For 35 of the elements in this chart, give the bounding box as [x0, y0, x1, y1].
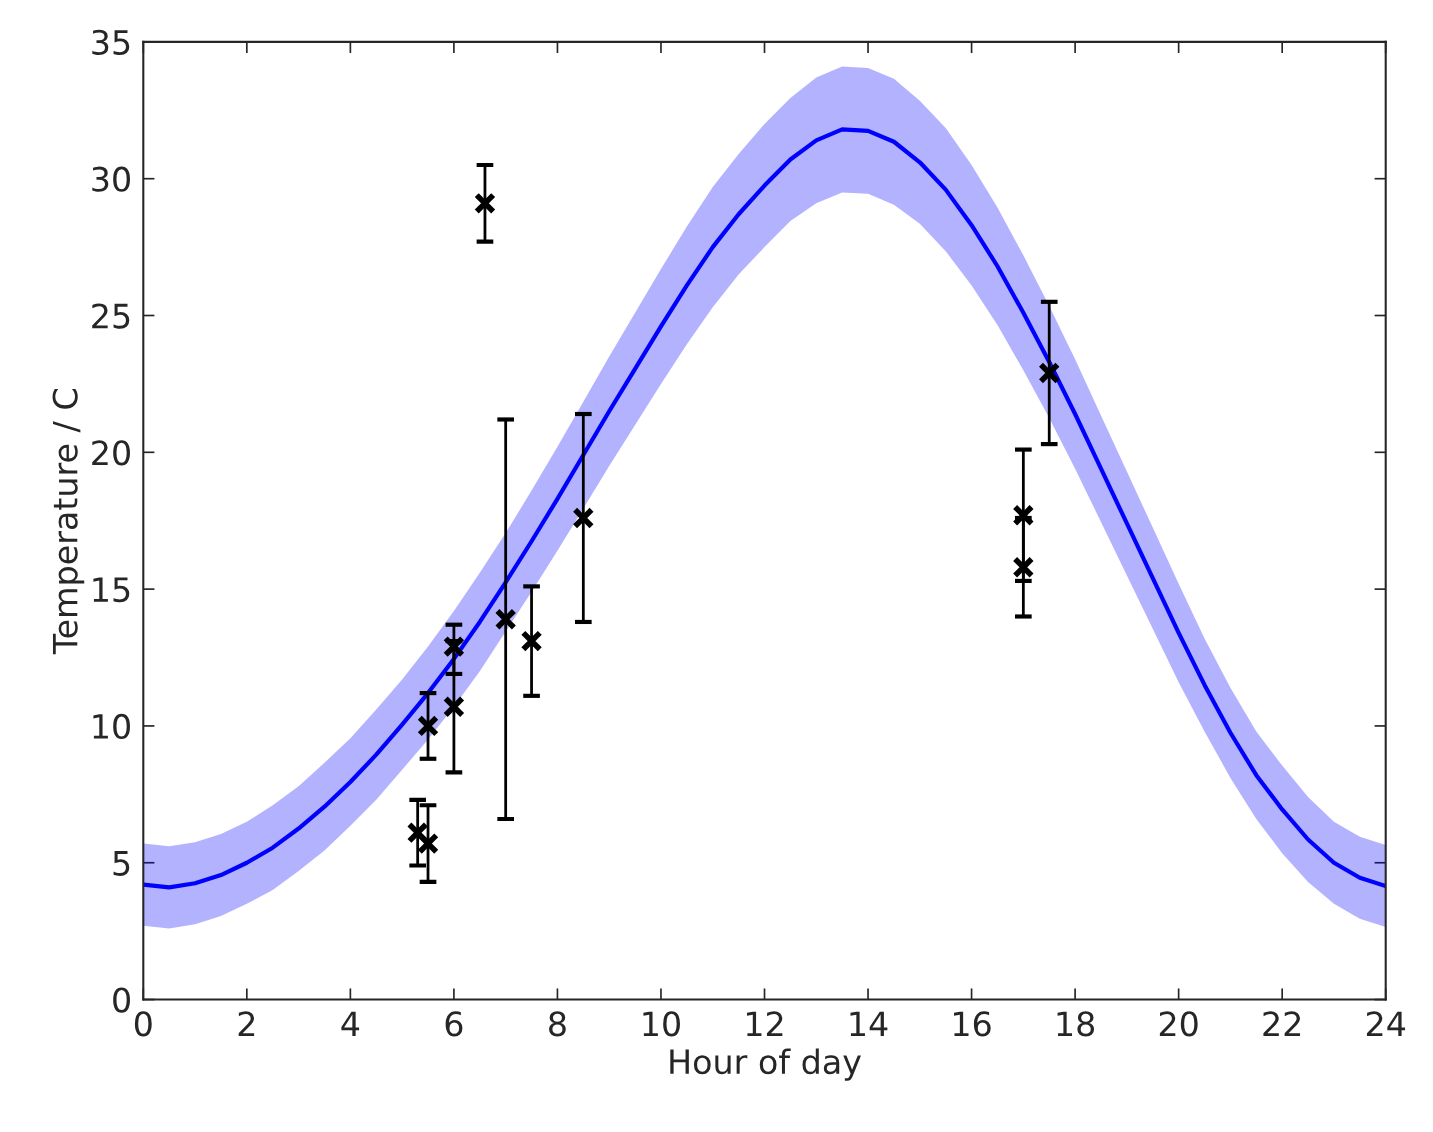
y-tick-label: 35 [92, 29, 130, 56]
point [442, 635, 465, 658]
point [1038, 361, 1061, 384]
x-tick-label: 0 [134, 1011, 152, 1037]
x-tick-label: 10 [643, 1011, 680, 1037]
y-tick-label: 0 [113, 987, 130, 1013]
point [473, 192, 496, 215]
y-axis-title: Temperature / C [52, 389, 85, 655]
x-tick-label: 24 [1366, 1011, 1406, 1036]
x-tick-label: 20 [1159, 1011, 1198, 1037]
x-axis-title: Hour of day [670, 1048, 861, 1081]
point [417, 714, 440, 737]
y-tick-label: 30 [92, 166, 130, 192]
point [1012, 556, 1035, 579]
y-tick-label: 10 [93, 713, 130, 740]
y-tick-label: 20 [92, 440, 130, 466]
x-tick-label: 4 [341, 1011, 360, 1036]
point [417, 832, 440, 855]
point [520, 630, 543, 653]
point [494, 608, 517, 631]
point [1012, 504, 1035, 527]
x-tick-label: 12 [746, 1011, 783, 1036]
y-tick-label: 5 [113, 851, 130, 876]
point [442, 695, 465, 718]
x-tick-label: 22 [1263, 1011, 1301, 1036]
x-tick-label: 6 [445, 1011, 463, 1037]
x-tick-label: 8 [549, 1011, 566, 1037]
point [572, 506, 595, 529]
x-tick-label: 18 [1057, 1011, 1095, 1037]
y-tick-label: 15 [93, 577, 130, 603]
x-tick-label: 2 [238, 1011, 255, 1036]
point [406, 821, 429, 844]
y-tick-label: 25 [92, 303, 130, 329]
x-tick-label: 14 [850, 1011, 888, 1036]
x-tick-label: 16 [954, 1011, 991, 1037]
